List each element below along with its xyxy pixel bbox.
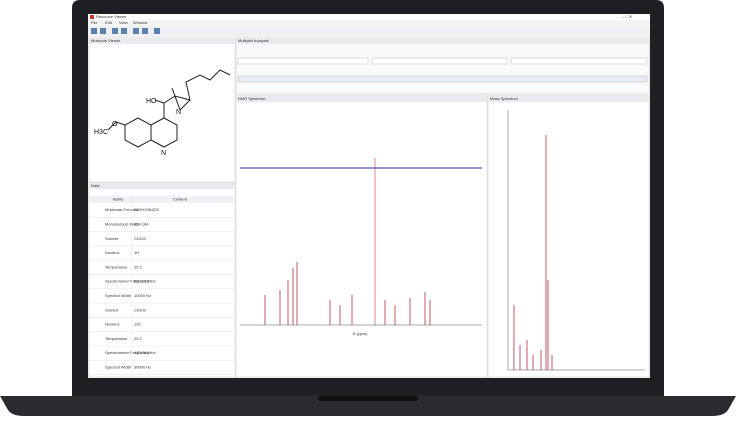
- cell-value: CDCl3: [134, 307, 147, 312]
- top-panel: [235, 37, 650, 95]
- dropdown[interactable]: [510, 57, 648, 65]
- tool-icon[interactable]: [133, 28, 139, 34]
- nav-bar[interactable]: [237, 75, 648, 83]
- laptop-notch: [318, 396, 418, 401]
- dropdown[interactable]: [237, 57, 369, 65]
- panel-title: Data: [91, 183, 100, 188]
- cell-name: Spectrometer Frequency: [105, 279, 149, 284]
- nmr-panel: [235, 95, 488, 378]
- cell-value: 500.13 MHz: [134, 279, 156, 284]
- cell-value: 324.184: [134, 222, 149, 227]
- tool-icon[interactable]: [100, 28, 106, 34]
- cell-value: 10000 Hz: [134, 293, 151, 298]
- panel-header: [488, 96, 649, 102]
- cell-name: Spectral Width: [105, 293, 131, 298]
- cell-value: 125.76 MHz: [134, 350, 156, 355]
- dropdown[interactable]: [371, 57, 508, 65]
- atom-label: N: [176, 109, 181, 116]
- panel-header: [89, 183, 235, 189]
- panel-title: Mass Spectrum: [490, 96, 518, 101]
- nmr-peaks: [264, 262, 431, 325]
- atom-label: O: [112, 121, 118, 128]
- mass-peaks: [513, 135, 553, 370]
- cell-name: Nucleus: [105, 250, 119, 255]
- app-icon: [90, 15, 94, 19]
- tool-icon[interactable]: [154, 28, 160, 34]
- panel-header: [236, 38, 649, 44]
- menu-item[interactable]: Edit: [105, 20, 113, 25]
- cell-value: CDCl3: [134, 236, 147, 241]
- table-header: [89, 196, 235, 203]
- title-bar: [88, 14, 650, 20]
- toolbar-icons: [91, 28, 160, 34]
- panel-title: Molecule Viewer: [91, 38, 121, 43]
- mass-panel: [487, 95, 650, 378]
- cell-name: Nucleus: [105, 322, 119, 327]
- window-title: Resource Viewer: [96, 14, 127, 19]
- table-panel: [88, 182, 236, 378]
- cell-name: Spectrometer Frequency: [105, 350, 149, 355]
- cell-name: Spectral Width: [105, 365, 131, 370]
- atom-label: N: [161, 150, 166, 157]
- molecule-structure: [107, 69, 231, 148]
- cell-name: Temperature: [105, 336, 128, 341]
- tool-icon[interactable]: [121, 28, 127, 34]
- cell-name: Solvent: [105, 236, 119, 241]
- cell-name: Temperature: [105, 264, 128, 269]
- atom-label: H3C: [94, 129, 108, 136]
- menu-item[interactable]: View: [119, 20, 128, 25]
- atom-label: HO: [146, 98, 157, 105]
- panel-header: [236, 96, 487, 102]
- cell-name: Monoisotopic Mass: [105, 222, 139, 227]
- cell-value: 1H: [134, 250, 139, 255]
- x-axis-label: f1 (ppm): [353, 331, 369, 336]
- cell-name: Molecular Formula: [105, 207, 139, 212]
- panel-title: NMR Spectrum: [238, 96, 266, 101]
- tool-icon[interactable]: [91, 28, 97, 34]
- cell-value: 30000 Hz: [134, 365, 151, 370]
- column-header: Content: [173, 197, 188, 202]
- toolbar: [88, 26, 650, 36]
- cell-value: 25 C: [134, 336, 143, 341]
- cell-value: 25 C: [134, 264, 143, 269]
- cell-name: Solvent: [105, 307, 119, 312]
- window-controls[interactable]: – □ ✕: [622, 14, 632, 19]
- panel-title: Multiplet Analysis: [238, 38, 269, 43]
- molecule-panel: [88, 37, 236, 183]
- cell-value: 13C: [134, 322, 141, 327]
- tool-icon[interactable]: [112, 28, 118, 34]
- menu-bar: File Edit View Window: [91, 20, 147, 25]
- menu-item[interactable]: File: [91, 20, 98, 25]
- cell-value: C20H24N2O2: [134, 207, 160, 212]
- tool-icon[interactable]: [142, 28, 148, 34]
- menu-item[interactable]: Window: [133, 20, 147, 25]
- column-header: Name: [113, 197, 124, 202]
- panel-header: [89, 38, 235, 44]
- laptop-base: [0, 396, 736, 416]
